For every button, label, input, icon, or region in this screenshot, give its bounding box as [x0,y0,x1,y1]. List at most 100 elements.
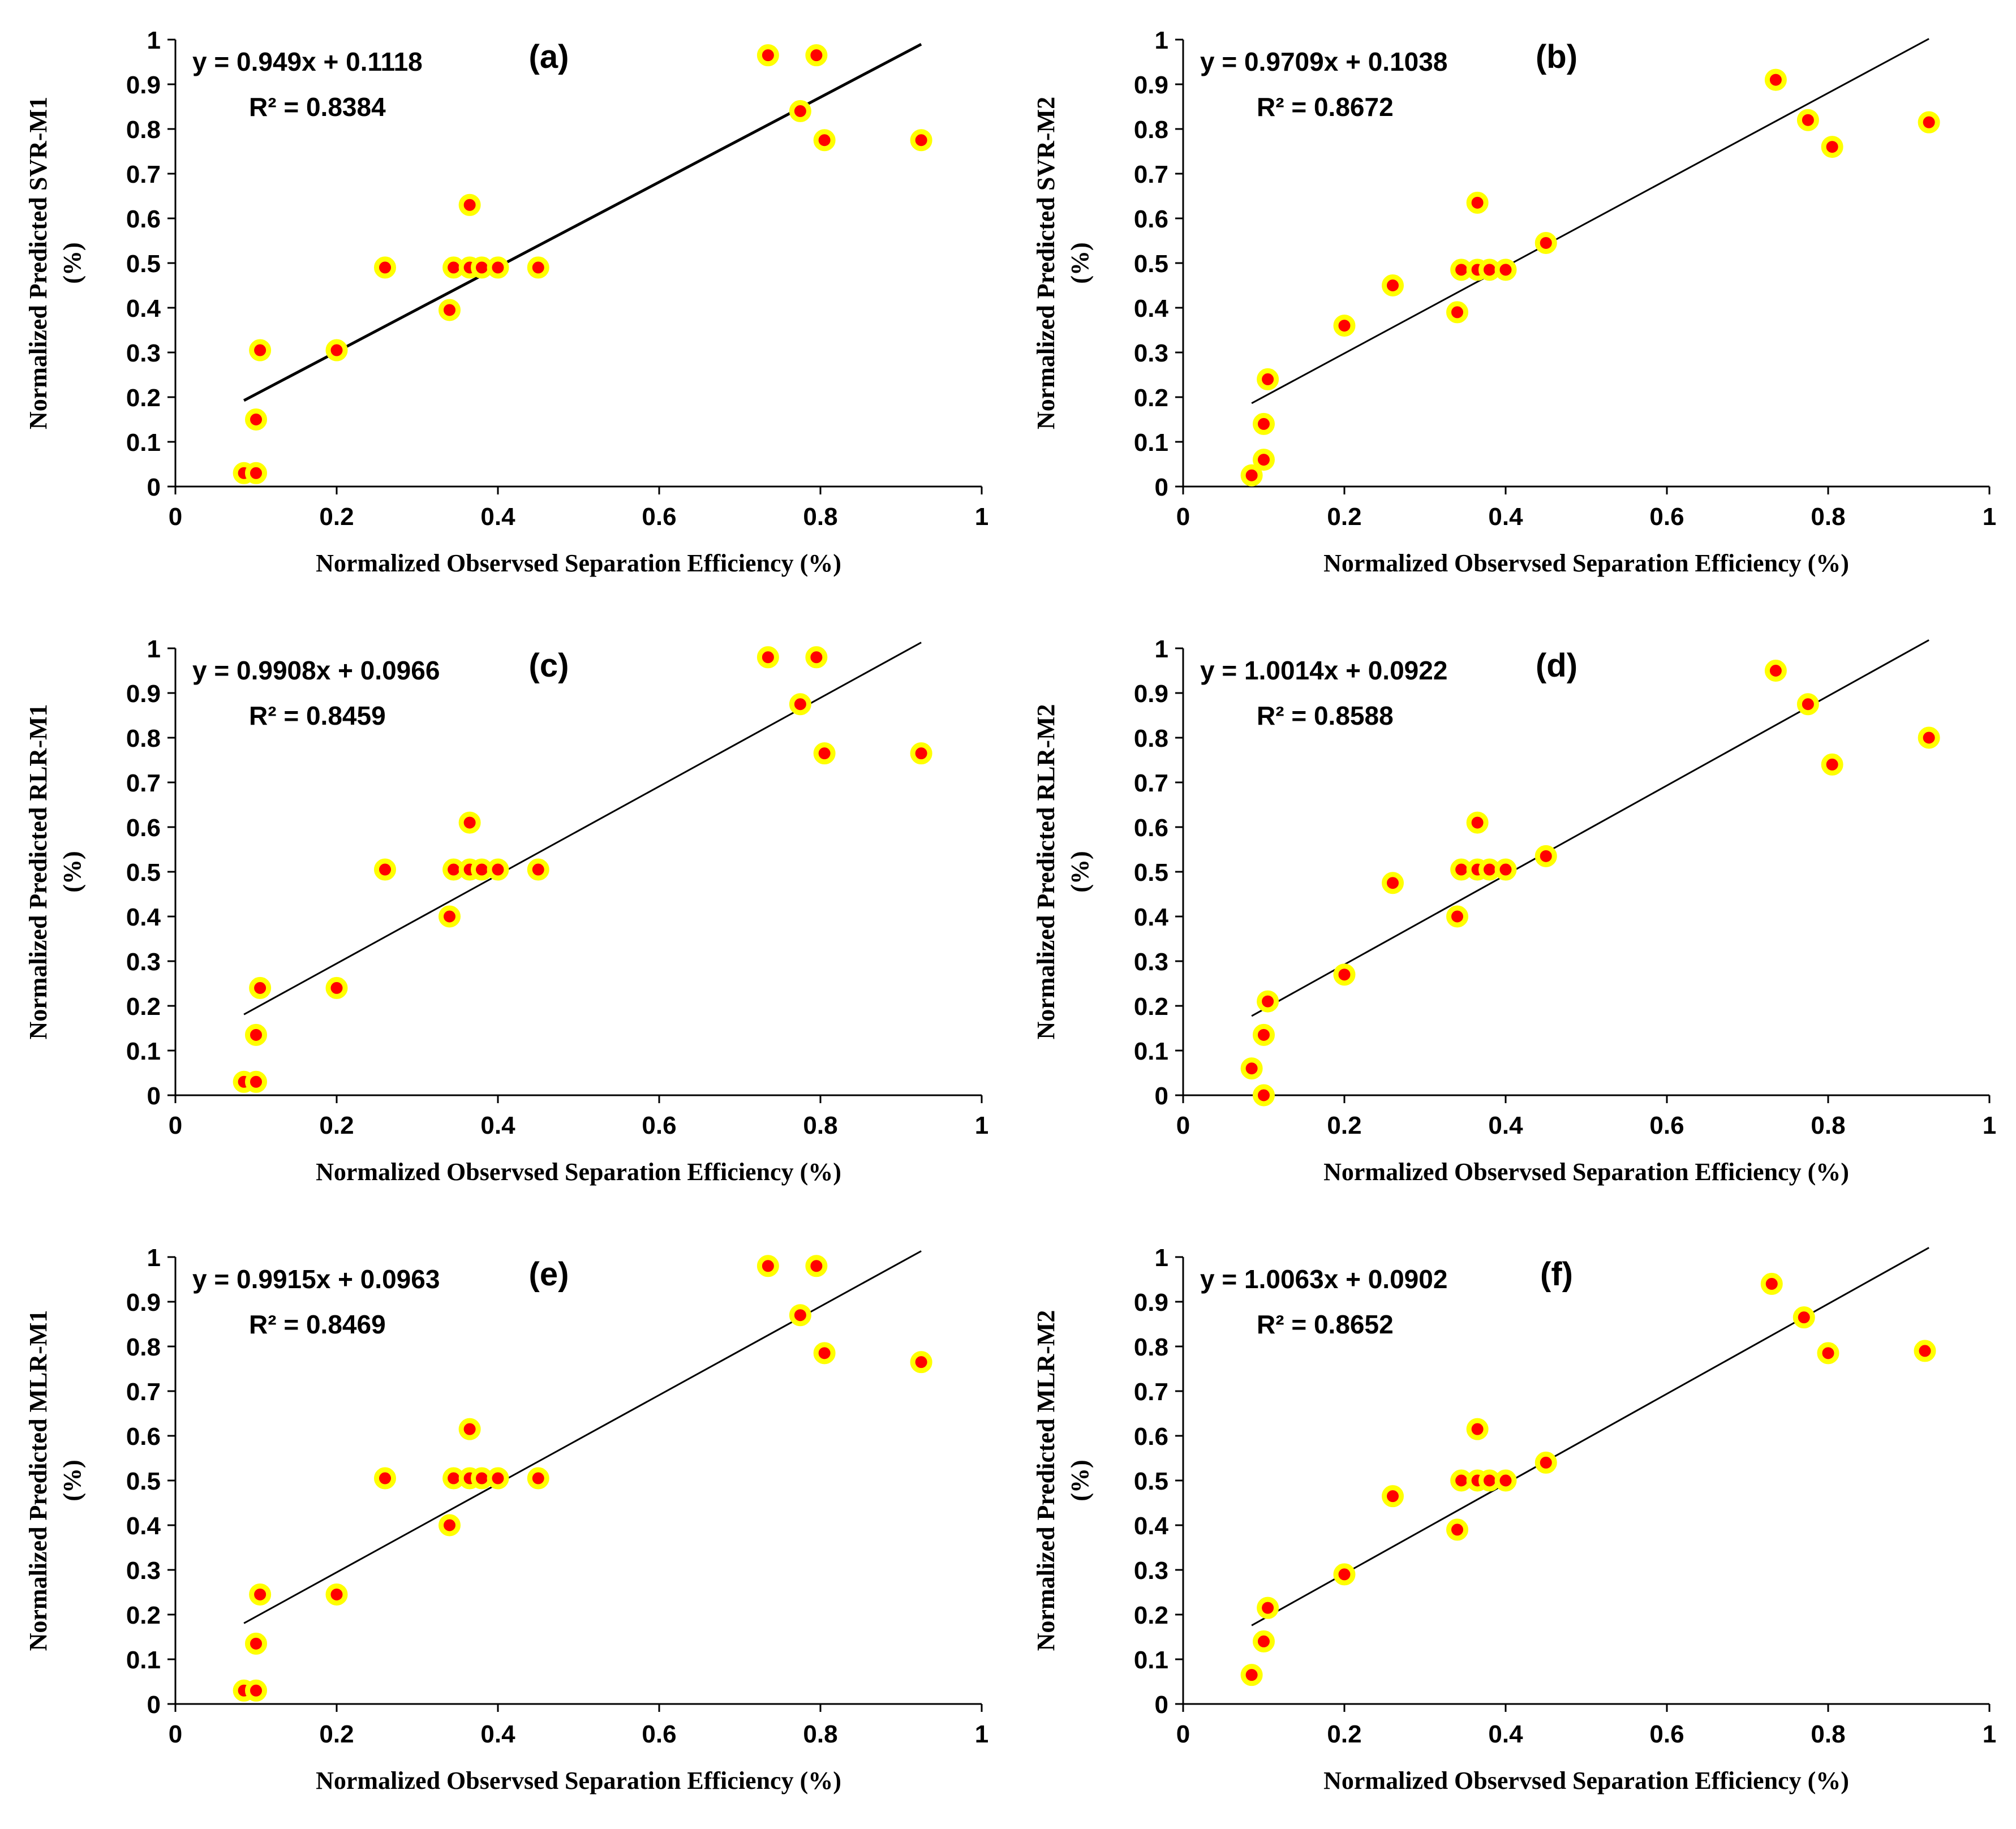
data-point [487,858,509,881]
y-tick-label: 0.1 [1134,1038,1168,1065]
y-axis-label: Normalized Predicted SVR-M2 [1032,97,1060,429]
data-point [1918,726,1940,749]
y-tick-label: 0 [147,474,161,501]
y-tick-label: 0.8 [126,725,161,752]
y-tick-label: 0 [1155,1691,1168,1719]
y-tick-label: 0.2 [126,1602,161,1629]
data-point [245,1632,267,1655]
y-axis-unit-label: (%) [58,851,86,892]
data-point [458,1418,481,1440]
data-point [1240,1664,1263,1686]
panel-label: (c) [529,647,569,684]
x-tick-label: 0.4 [480,503,515,531]
data-point [756,44,779,67]
data-point [1764,660,1787,682]
trend-line [243,1250,922,1624]
data-point [1466,1418,1489,1440]
y-tick-label: 0 [1155,474,1168,501]
data-point [1796,693,1819,716]
data-point [1253,1630,1275,1652]
y-tick-label: 0.1 [1134,1646,1168,1674]
y-tick-label: 0.5 [1134,859,1168,886]
y-tick-label: 0.3 [126,1557,161,1585]
y-tick-label: 0.3 [126,339,161,367]
y-tick-label: 0.1 [126,429,161,457]
x-tick-label: 0.4 [1488,1720,1523,1748]
x-tick-label: 0.4 [480,1112,515,1139]
y-tick-label: 0.8 [126,1333,161,1361]
data-point [789,1304,811,1327]
x-tick-label: 0.2 [1327,1112,1361,1139]
x-tick-label: 1 [1983,503,1996,531]
x-tick-label: 1 [975,1112,988,1139]
x-tick-label: 0.6 [642,1720,676,1748]
chart-panel-f: 0 0.2 0.4 0.6 0.8 1 0 0.1 0.2 0.3 0.4 0.5 0.6 0.7 0.8 0… [1008,1217,2015,1829]
panel-label: (e) [529,1256,569,1293]
scatter-chart: 0 0.2 0.4 0.6 0.8 1 0 0.1 0.2 0.3 0.4 0.5 0.6 0.7 0.8 0… [1032,1244,1996,1794]
y-tick-label: 0.3 [1134,948,1168,976]
data-point [374,1467,396,1490]
y-tick-label: 0.2 [1134,993,1168,1021]
x-tick-label: 0 [169,503,182,531]
x-tick-label: 0.6 [642,503,676,531]
r-squared-label: R² = 0.8672 [1257,92,1394,122]
x-tick-label: 0 [1176,1112,1190,1139]
y-axis-label: Normalized Predicted MLR-M1 [24,1310,52,1651]
data-point [487,1467,509,1490]
data-point [805,1255,828,1277]
data-point [910,129,932,152]
data-point [1240,1057,1263,1080]
panel-label: (a) [529,38,569,75]
y-tick-label: 1 [1155,27,1168,54]
x-tick-label: 0.8 [1811,1720,1845,1748]
y-tick-label: 0.7 [126,1378,161,1406]
x-tick-label: 0.2 [1327,503,1361,531]
data-point [1257,368,1279,390]
y-axis-unit-label: (%) [58,242,86,283]
trend-line [1251,38,1929,404]
data-point [910,742,932,765]
data-point [249,1583,272,1606]
x-tick-label: 0.4 [480,1720,515,1748]
data-point [1253,449,1275,471]
trend-line [1251,639,1929,1017]
x-axis-label: Normalized Observsed Separation Efficien… [316,1158,841,1186]
data-point [439,905,461,928]
regression-equation: y = 0.9709x + 0.1038 [1200,47,1447,76]
scatter-chart: 0 0.2 0.4 0.6 0.8 1 0 0.1 0.2 0.3 0.4 0.5 0.6 0.7 0.8 0… [24,1244,988,1794]
x-tick-label: 0.6 [642,1112,676,1139]
y-axis-unit-label: (%) [1066,851,1094,892]
y-axis-unit-label: (%) [1066,242,1094,283]
data-point [527,858,549,881]
data-point [1257,1596,1279,1619]
data-point [1382,274,1404,296]
data-point [487,256,509,279]
data-point [1821,753,1843,776]
y-tick-label: 0.4 [126,295,161,322]
data-point [245,408,267,431]
y-tick-label: 0 [147,1082,161,1110]
y-tick-label: 1 [1155,1244,1168,1272]
data-point [527,1467,549,1490]
chart-panel-a: 0 0.2 0.4 0.6 0.8 1 0 0.1 0.2 0.3 0.4 0.5 0.6 0.7 0.8 0… [0,0,1008,612]
y-axis-unit-label: (%) [1066,1460,1094,1501]
x-tick-label: 0 [169,1720,182,1748]
y-tick-label: 0.9 [1134,1289,1168,1316]
y-tick-label: 0.6 [1134,205,1168,233]
data-point [1494,858,1517,881]
data-point [1494,1469,1517,1492]
data-point [249,339,272,362]
scatter-chart: 0 0.2 0.4 0.6 0.8 1 0 0.1 0.2 0.3 0.4 0.5 0.6 0.7 0.8 0… [24,635,988,1186]
y-tick-label: 0.8 [1134,116,1168,144]
y-tick-label: 0.7 [1134,1378,1168,1406]
data-point [1760,1272,1783,1295]
y-tick-label: 0.7 [126,161,161,188]
data-point [813,742,836,765]
x-tick-label: 0.6 [1649,1720,1684,1748]
panel-label: (b) [1536,38,1577,75]
data-point [1494,259,1517,281]
x-axis-label: Normalized Observsed Separation Efficien… [1323,549,1849,577]
data-point [1821,136,1843,158]
x-tick-label: 0.8 [1811,1112,1845,1139]
y-tick-label: 0.5 [126,859,161,886]
